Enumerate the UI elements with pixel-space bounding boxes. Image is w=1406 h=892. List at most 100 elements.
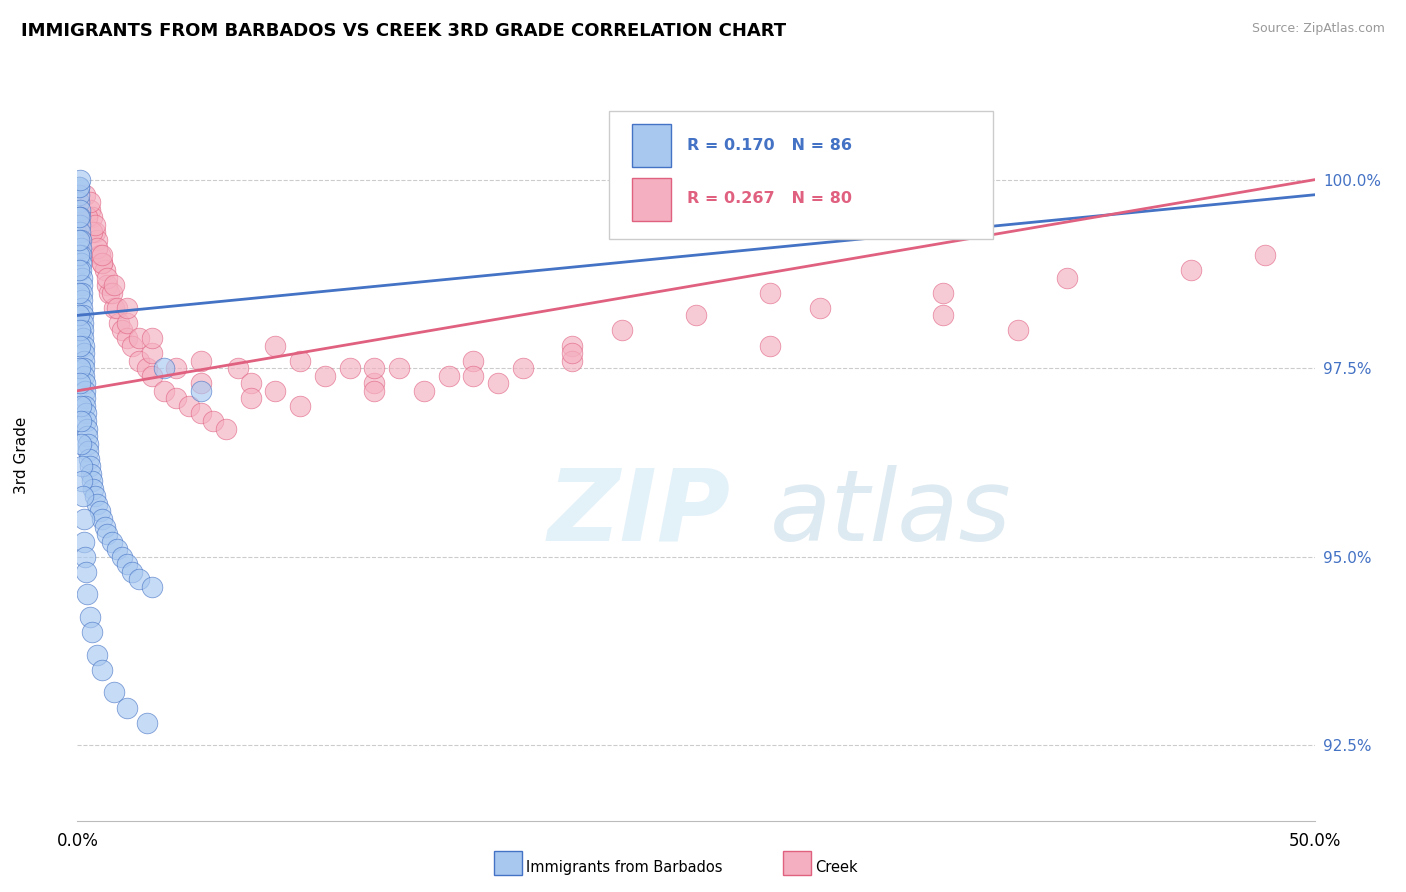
Point [67,285,90,300]
Point [72,316,94,330]
Point [101,534,124,549]
Point [69,414,91,428]
Point [70,278,93,293]
Point [388,361,411,376]
Point [1180,263,1202,277]
Point [108,316,131,330]
Point [83,226,105,240]
Point [1254,248,1277,262]
Point [759,285,782,300]
Point [103,685,125,699]
Point [685,309,707,323]
Point [128,353,150,368]
Point [76,211,98,225]
Point [215,421,238,435]
Point [89,248,111,262]
Point [190,353,212,368]
Point [69,233,91,247]
Point [93,519,115,533]
FancyBboxPatch shape [631,124,671,168]
Point [67,180,90,194]
Point [128,572,150,586]
Point [86,497,108,511]
Point [69,211,91,225]
Point [86,241,108,255]
Point [91,255,114,269]
Point [135,361,157,376]
Point [67,309,90,323]
Point [70,248,93,262]
Point [83,218,105,232]
Point [72,324,94,338]
Point [82,625,104,640]
Point [932,285,955,300]
Text: R = 0.170   N = 86: R = 0.170 N = 86 [688,138,852,153]
Point [72,475,94,489]
Point [141,580,163,594]
Point [91,255,114,269]
Point [70,270,93,285]
Point [75,392,97,406]
Point [73,187,96,202]
Point [72,338,94,352]
Point [86,233,108,247]
Point [72,309,94,323]
Point [70,459,93,474]
Text: Source: ZipAtlas.com: Source: ZipAtlas.com [1251,22,1385,36]
Point [463,353,485,368]
Point [73,534,96,549]
Point [76,429,98,443]
Point [77,444,100,458]
Point [83,489,105,503]
Point [190,407,212,421]
Point [69,376,91,391]
Point [79,610,101,624]
Point [69,338,91,352]
Text: IMMIGRANTS FROM BARBADOS VS CREEK 3RD GRADE CORRELATION CHART: IMMIGRANTS FROM BARBADOS VS CREEK 3RD GR… [21,22,786,40]
Point [91,663,114,677]
Point [91,248,114,262]
Point [69,202,91,217]
Point [1056,270,1078,285]
Point [98,285,121,300]
Point [79,195,101,210]
Point [77,451,100,466]
Point [96,278,118,293]
Point [73,376,96,391]
Point [363,376,385,391]
Point [75,407,97,421]
Text: Creek: Creek [815,860,858,874]
Point [115,301,138,315]
Point [82,226,104,240]
Point [76,421,98,435]
Point [70,263,93,277]
Point [363,361,385,376]
Point [89,504,111,518]
Point [73,361,96,376]
Point [561,346,583,360]
Point [264,338,287,352]
Point [101,285,124,300]
Point [72,331,94,345]
Point [69,399,91,413]
Point [115,316,138,330]
Point [70,255,93,269]
Point [96,527,118,541]
Point [190,376,212,391]
Point [105,301,128,315]
Point [264,384,287,398]
Point [75,414,97,428]
Point [93,263,115,277]
Point [437,368,460,383]
Text: 3rd Grade: 3rd Grade [14,417,30,493]
Point [141,368,163,383]
Point [486,376,509,391]
Point [141,346,163,360]
Point [73,384,96,398]
Point [76,436,98,450]
Point [82,482,104,496]
Point [72,346,94,360]
Point [141,331,163,345]
Text: R = 0.267   N = 80: R = 0.267 N = 80 [688,192,852,206]
Point [202,414,225,428]
